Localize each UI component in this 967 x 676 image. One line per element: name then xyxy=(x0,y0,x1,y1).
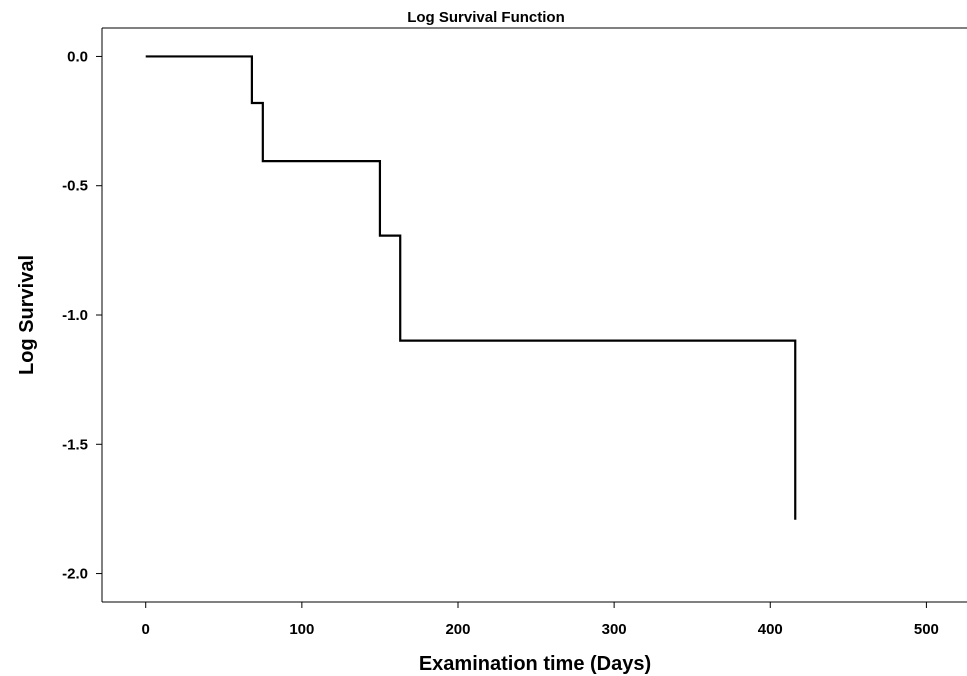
y-tick-label: -0.5 xyxy=(62,178,88,195)
x-tick-label: 200 xyxy=(445,621,470,638)
y-ticks: 0.0 -0.5 -1.0 -1.5 -2.0 xyxy=(62,48,102,583)
chart-title: Log Survival Function xyxy=(407,9,565,26)
y-tick-label: -2.0 xyxy=(62,566,88,583)
x-tick-label: 500 xyxy=(914,621,939,638)
x-tick-label: 400 xyxy=(758,621,783,638)
y-tick-label: -1.5 xyxy=(62,436,88,453)
x-ticks: 0 100 200 300 400 500 xyxy=(142,602,939,638)
x-axis-title: Examination time (Days) xyxy=(419,653,651,675)
x-tick-label: 100 xyxy=(289,621,314,638)
survival-step-line xyxy=(145,55,797,520)
y-tick-label: -1.0 xyxy=(62,307,88,324)
x-tick-label: 0 xyxy=(142,621,150,638)
x-tick-label: 300 xyxy=(602,621,627,638)
y-tick-label: 0.0 xyxy=(67,48,88,65)
y-axis-title: Log Survival xyxy=(16,255,38,375)
